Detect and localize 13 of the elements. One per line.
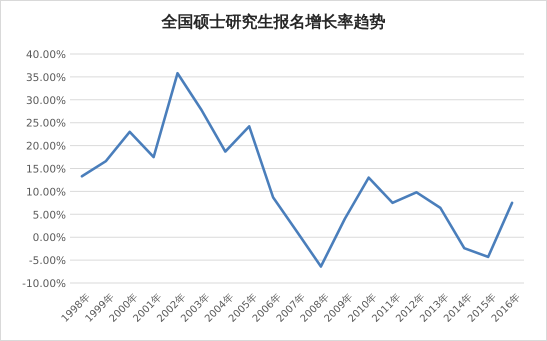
y-tick-label: 5.00% [32,209,66,222]
y-tick-label: 30.00% [26,94,66,107]
y-tick-label: 25.00% [26,118,66,130]
y-tick-label: 35.00% [26,72,66,84]
chart-title: 全国硕士研究生报名增长率趋势 [160,12,386,31]
y-tick-label: -10.00% [22,278,66,290]
y-tick-label: 10.00% [26,186,66,198]
y-tick-label: -5.00% [28,255,66,268]
y-tick-label: 40.00% [26,49,66,61]
y-tick-label: 15.00% [26,164,66,176]
y-tick-label: 20.00% [26,140,66,153]
y-tick-label: 0.00% [32,232,66,244]
line-series [80,72,514,268]
